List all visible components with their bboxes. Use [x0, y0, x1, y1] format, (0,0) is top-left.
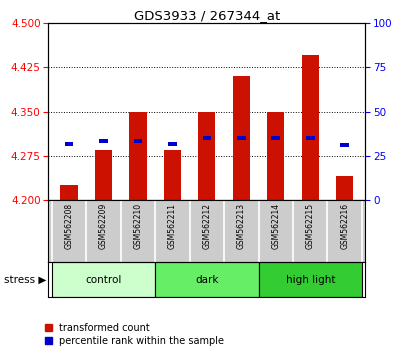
Bar	[164, 150, 181, 200]
Bar	[233, 76, 250, 200]
Bar	[60, 185, 78, 200]
Text: high light: high light	[286, 275, 335, 285]
Bar	[237, 136, 246, 140]
Bar	[134, 139, 142, 143]
Legend: transformed count, percentile rank within the sample: transformed count, percentile rank withi…	[45, 323, 224, 346]
Text: control: control	[85, 275, 122, 285]
Bar	[306, 136, 315, 140]
Text: GSM562214: GSM562214	[271, 203, 280, 249]
Text: GSM562212: GSM562212	[202, 203, 211, 249]
Bar	[155, 262, 259, 297]
Text: GSM562216: GSM562216	[340, 203, 349, 249]
Bar	[202, 136, 211, 140]
Bar	[52, 262, 155, 297]
Text: GSM562209: GSM562209	[99, 203, 108, 249]
Bar	[259, 262, 362, 297]
Text: dark: dark	[195, 275, 218, 285]
Text: GSM562208: GSM562208	[65, 203, 73, 249]
Text: GSM562213: GSM562213	[237, 203, 246, 249]
Bar	[99, 139, 108, 143]
Text: stress ▶: stress ▶	[4, 275, 47, 285]
Bar	[129, 112, 147, 200]
Bar	[336, 176, 353, 200]
Bar	[271, 136, 280, 140]
Bar	[341, 143, 349, 147]
Bar	[267, 112, 284, 200]
Bar	[65, 142, 73, 146]
Bar	[198, 112, 215, 200]
Text: GSM562215: GSM562215	[306, 203, 315, 249]
Bar	[168, 142, 177, 146]
Title: GDS3933 / 267344_at: GDS3933 / 267344_at	[134, 9, 280, 22]
Bar	[302, 56, 319, 200]
Text: GSM562210: GSM562210	[134, 203, 142, 249]
Text: GSM562211: GSM562211	[168, 203, 177, 249]
Bar	[95, 150, 112, 200]
